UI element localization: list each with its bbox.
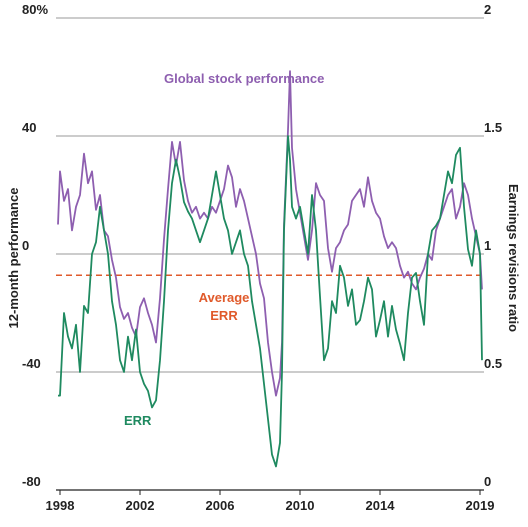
y-left-tick-label: -80 — [22, 474, 41, 489]
series-lines — [57, 70, 483, 468]
y-left-tick-label: 40 — [22, 120, 36, 135]
tick-labels: 80% 40 0 -40 -80 2 1.5 1 0.5 0 1998 2002 2006 2010 201… — [22, 2, 502, 513]
x-tick-label: 2010 — [286, 498, 315, 513]
x-tick-label: 2006 — [206, 498, 235, 513]
x-tick-label: 2002 — [126, 498, 155, 513]
err-annotation: ERR — [124, 413, 152, 428]
average-err-label-line2: ERR — [210, 308, 238, 323]
y-right-tick-label: 0 — [484, 474, 491, 489]
x-tick-label: 2019 — [466, 498, 495, 513]
y-left-tick-label: 0 — [22, 238, 29, 253]
y-right-tick-label: 1 — [484, 238, 491, 253]
x-tick-label: 1998 — [46, 498, 75, 513]
err-line — [58, 135, 483, 468]
x-tick-label: 2014 — [366, 498, 396, 513]
y-left-axis-title: 12-month performance — [6, 188, 21, 329]
y-right-axis-title: Earnings revisions ratio — [506, 184, 521, 332]
stock-performance-annotation: Global stock performance — [164, 71, 324, 86]
y-right-tick-label: 2 — [484, 2, 491, 17]
y-left-tick-label: -40 — [22, 356, 41, 371]
gridlines — [56, 17, 484, 495]
y-right-tick-label: 1.5 — [484, 120, 502, 135]
average-err-label-line1: Average — [199, 290, 250, 305]
y-right-tick-label: 0.5 — [484, 356, 502, 371]
annotations: Global stock performance ERR — [124, 71, 324, 428]
stock-performance-line — [57, 70, 483, 397]
y-left-tick-label: 80% — [22, 2, 48, 17]
